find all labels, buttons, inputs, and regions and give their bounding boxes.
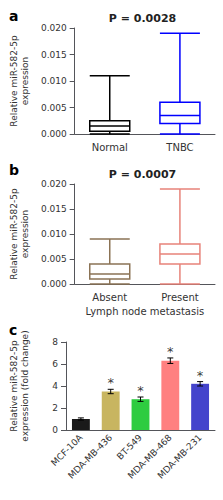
svg-text:b: b — [9, 162, 19, 178]
svg-text:Relative miR-582-5p: Relative miR-582-5p — [9, 340, 19, 432]
svg-text:MDA-MB-436: MDA-MB-436 — [66, 432, 114, 480]
svg-text:8: 8 — [52, 337, 58, 347]
svg-text:P = 0.0028: P = 0.0028 — [109, 12, 176, 25]
svg-text:4: 4 — [52, 381, 58, 391]
svg-text:BT-549: BT-549 — [115, 432, 144, 461]
svg-text:0.010: 0.010 — [41, 229, 67, 239]
svg-text:MDA-MB-468: MDA-MB-468 — [125, 432, 174, 481]
svg-text:*: * — [197, 368, 204, 383]
svg-text:0.020: 0.020 — [41, 23, 67, 33]
svg-text:expression (fold change): expression (fold change) — [20, 330, 30, 441]
svg-text:c: c — [9, 322, 17, 338]
svg-text:Relative miR-582-5p: Relative miR-582-5p — [9, 35, 19, 127]
svg-text:MCF-10A: MCF-10A — [49, 432, 85, 468]
svg-text:expression: expression — [20, 57, 30, 106]
svg-text:0.015: 0.015 — [41, 50, 67, 60]
svg-text:Lymph node metastasis: Lymph node metastasis — [85, 306, 204, 317]
svg-text:6: 6 — [52, 359, 58, 369]
svg-text:Relative miR-582-5p: Relative miR-582-5p — [9, 188, 19, 280]
svg-text:*: * — [107, 375, 114, 390]
svg-text:expression: expression — [20, 210, 30, 259]
svg-text:Present: Present — [161, 292, 199, 303]
svg-text:P = 0.0007: P = 0.0007 — [109, 168, 176, 181]
svg-text:0.010: 0.010 — [41, 76, 67, 86]
svg-text:*: * — [167, 344, 174, 359]
svg-text:Normal: Normal — [92, 142, 128, 153]
svg-text:0.015: 0.015 — [41, 204, 67, 214]
svg-text:0.000: 0.000 — [41, 129, 67, 139]
svg-text:0: 0 — [52, 425, 58, 435]
svg-text:Absent: Absent — [92, 292, 127, 303]
svg-text:0.020: 0.020 — [41, 179, 67, 189]
svg-text:0.005: 0.005 — [41, 254, 67, 264]
svg-text:TNBC: TNBC — [165, 142, 193, 153]
svg-text:*: * — [137, 383, 144, 398]
svg-text:0.000: 0.000 — [41, 279, 67, 289]
svg-text:a: a — [9, 8, 18, 24]
svg-text:2: 2 — [52, 403, 58, 413]
svg-text:MDA-MB-231: MDA-MB-231 — [156, 432, 204, 480]
svg-text:0.005: 0.005 — [41, 103, 67, 113]
